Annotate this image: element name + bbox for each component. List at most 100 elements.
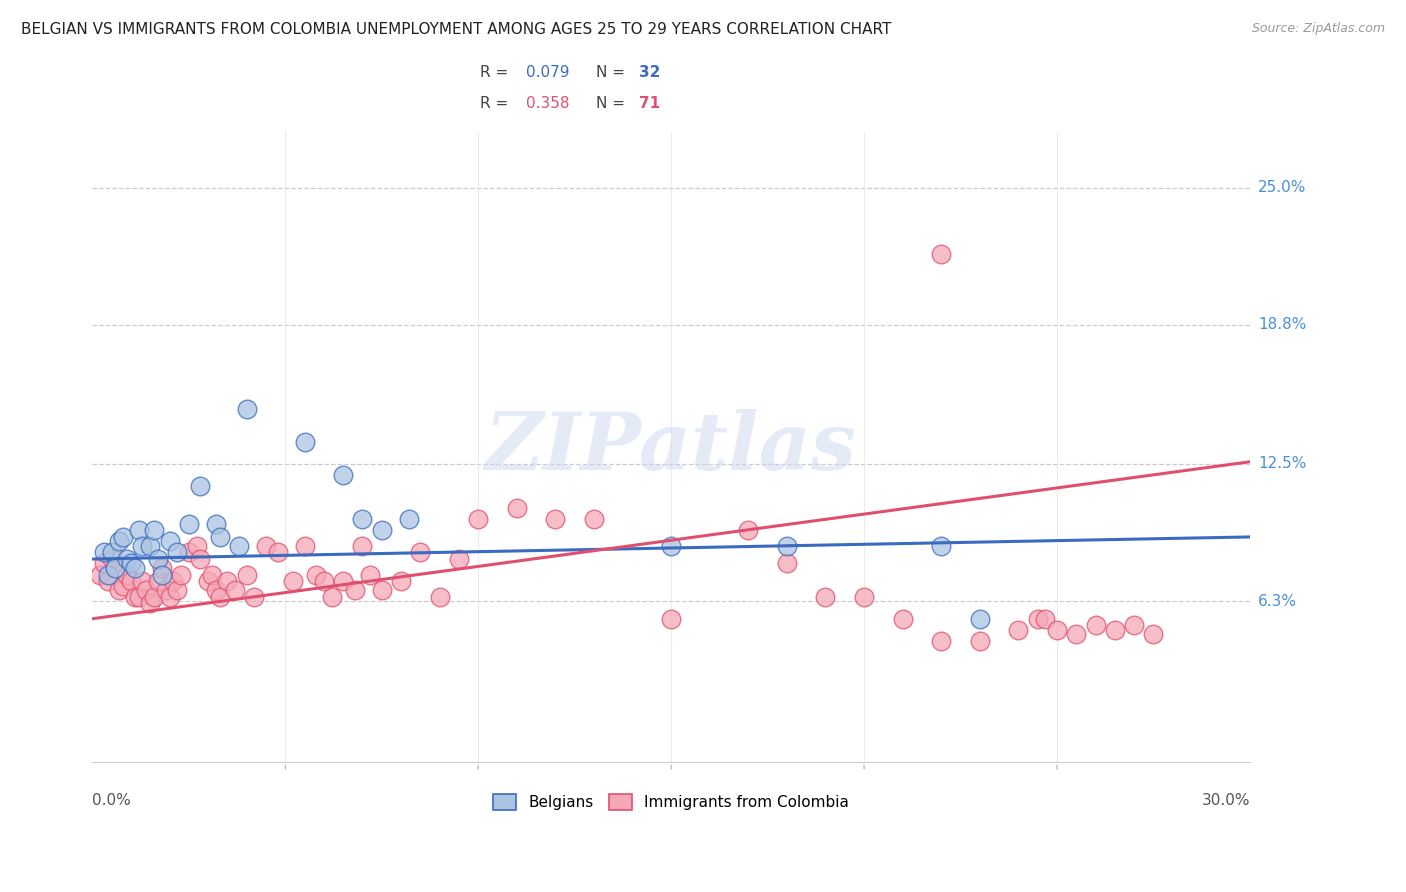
Text: 0.079: 0.079	[526, 65, 569, 80]
Point	[235, 567, 257, 582]
Point	[143, 524, 166, 538]
Point	[150, 567, 173, 582]
Point	[776, 539, 799, 553]
Point	[853, 590, 876, 604]
Point	[104, 561, 127, 575]
Point	[321, 590, 343, 604]
Point	[93, 545, 115, 559]
Point	[166, 582, 188, 597]
Point	[208, 590, 231, 604]
Text: 0.0%: 0.0%	[93, 793, 131, 808]
Point	[159, 534, 181, 549]
Point	[235, 401, 257, 416]
Text: 32: 32	[638, 65, 659, 80]
Point	[166, 545, 188, 559]
Point	[371, 582, 394, 597]
Point	[1104, 623, 1126, 637]
Point	[891, 612, 914, 626]
Point	[343, 582, 366, 597]
Point	[359, 567, 381, 582]
Text: ZIPatlas: ZIPatlas	[485, 409, 858, 486]
Point	[332, 468, 354, 483]
Point	[224, 582, 246, 597]
Point	[208, 530, 231, 544]
Point	[124, 561, 146, 575]
Point	[929, 539, 952, 553]
Text: N =: N =	[596, 65, 630, 80]
Point	[352, 512, 374, 526]
Point	[204, 516, 226, 531]
Point	[93, 557, 115, 571]
Point	[146, 574, 169, 589]
Point	[929, 633, 952, 648]
Point	[100, 552, 122, 566]
Point	[108, 534, 131, 549]
Point	[1142, 627, 1164, 641]
Point	[115, 567, 138, 582]
Text: 25.0%: 25.0%	[1258, 180, 1306, 195]
Point	[108, 582, 131, 597]
Point	[139, 539, 162, 553]
Point	[89, 567, 111, 582]
Point	[969, 612, 991, 626]
Point	[467, 512, 489, 526]
Point	[659, 539, 682, 553]
Point	[201, 567, 224, 582]
Text: BELGIAN VS IMMIGRANTS FROM COLOMBIA UNEMPLOYMENT AMONG AGES 25 TO 29 YEARS CORRE: BELGIAN VS IMMIGRANTS FROM COLOMBIA UNEM…	[21, 22, 891, 37]
Point	[266, 545, 288, 559]
Point	[506, 501, 529, 516]
Point	[544, 512, 567, 526]
Point	[128, 524, 150, 538]
Point	[352, 539, 374, 553]
Point	[139, 596, 162, 610]
Point	[197, 574, 219, 589]
Point	[115, 552, 138, 566]
Point	[281, 574, 304, 589]
Point	[104, 561, 127, 575]
Point	[162, 574, 184, 589]
Point	[190, 479, 212, 493]
Point	[398, 512, 420, 526]
Point	[177, 545, 200, 559]
Text: R =: R =	[479, 65, 513, 80]
Point	[371, 524, 394, 538]
Point	[659, 612, 682, 626]
Point	[131, 574, 153, 589]
Point	[120, 557, 142, 571]
Text: 30.0%: 30.0%	[1202, 793, 1250, 808]
Point	[100, 545, 122, 559]
Point	[814, 590, 837, 604]
Point	[294, 539, 316, 553]
Point	[97, 574, 120, 589]
Text: Source: ZipAtlas.com: Source: ZipAtlas.com	[1251, 22, 1385, 36]
Text: 0.358: 0.358	[526, 96, 569, 112]
Point	[170, 567, 193, 582]
Point	[128, 590, 150, 604]
Point	[112, 578, 135, 592]
Point	[1064, 627, 1087, 641]
Point	[228, 539, 250, 553]
Point	[243, 590, 266, 604]
Text: N =: N =	[596, 96, 630, 112]
Point	[131, 539, 153, 553]
Point	[409, 545, 432, 559]
Point	[146, 552, 169, 566]
Point	[332, 574, 354, 589]
Point	[120, 574, 142, 589]
Point	[776, 557, 799, 571]
Point	[97, 567, 120, 582]
Text: 71: 71	[638, 96, 659, 112]
Point	[150, 561, 173, 575]
Point	[1084, 618, 1107, 632]
Point	[112, 530, 135, 544]
Text: 6.3%: 6.3%	[1258, 593, 1298, 608]
Point	[429, 590, 451, 604]
Point	[177, 516, 200, 531]
Point	[1035, 612, 1057, 626]
Point	[155, 582, 177, 597]
Point	[254, 539, 277, 553]
Point	[969, 633, 991, 648]
Point	[190, 552, 212, 566]
Legend: Belgians, Immigrants from Colombia: Belgians, Immigrants from Colombia	[485, 787, 856, 818]
Point	[447, 552, 470, 566]
